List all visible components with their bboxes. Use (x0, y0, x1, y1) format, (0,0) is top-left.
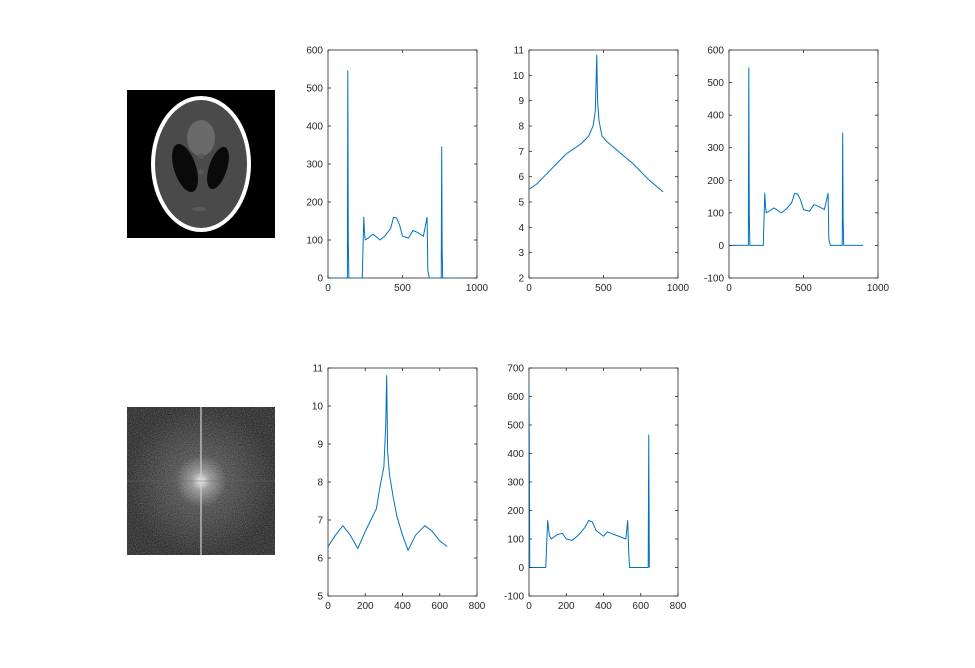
x-tick-label: 1000 (667, 283, 690, 294)
y-tick-label: 0 (317, 274, 323, 285)
y-tick-label: 300 (507, 478, 524, 489)
y-tick-label: 5 (518, 198, 524, 209)
plot-4: 0 200 400 600 800 5 6 7 8 9 10 11 (312, 364, 486, 613)
y-tick-label: 600 (507, 392, 524, 403)
y-tick-label: 100 (707, 208, 724, 219)
y-tick-label: 100 (306, 236, 323, 247)
y-tick-label: 400 (707, 111, 724, 122)
y-tick-label: 8 (317, 478, 323, 489)
y-tick-label: 600 (306, 46, 323, 57)
series-line (328, 70, 463, 278)
x-tick-label: 800 (469, 601, 486, 612)
y-tick-label: 4 (518, 223, 524, 234)
x-tick-label: 0 (325, 283, 331, 294)
y-tick-label: 10 (513, 71, 525, 82)
x-tick-label: 500 (595, 283, 612, 294)
y-tick-label: 7 (518, 147, 524, 158)
spectrum-image (127, 407, 275, 555)
axes-box (728, 49, 879, 279)
x-tick-label: 0 (526, 601, 532, 612)
x-tick-label: 0 (726, 283, 732, 294)
axes-box (327, 49, 478, 279)
plot-2: 0 500 1000 2 3 4 5 6 7 8 9 10 11 (513, 46, 690, 295)
x-tick-label: 500 (795, 283, 812, 294)
x-tick-label: 200 (558, 601, 575, 612)
x-tick-label: 200 (357, 601, 374, 612)
x-tick-label: 400 (595, 601, 612, 612)
y-tick-label: 10 (312, 402, 324, 413)
series-line (328, 375, 448, 551)
y-tick-label: 7 (317, 516, 323, 527)
y-tick-label: 11 (313, 364, 324, 375)
y-tick-label: 0 (718, 241, 724, 252)
y-tick-label: 8 (518, 122, 524, 133)
y-tick-label: 200 (707, 176, 724, 187)
y-tick-label: 6 (518, 172, 524, 183)
y-tick-label: 100 (507, 535, 524, 546)
y-tick-label: 500 (507, 421, 524, 432)
phantom-image (127, 90, 275, 238)
series-line (529, 385, 650, 568)
axes-box (327, 367, 478, 597)
x-tick-label: 1000 (867, 283, 890, 294)
y-tick-label: 6 (317, 554, 323, 565)
y-tick-label: 2 (518, 274, 524, 285)
x-tick-label: 600 (632, 601, 649, 612)
y-tick-label: 300 (306, 160, 323, 171)
x-tick-label: 500 (394, 283, 411, 294)
y-tick-label: 0 (518, 563, 524, 574)
y-tick-label: 400 (507, 449, 524, 460)
plot-1: 0 500 1000 0 100 200 300 400 500 600 (306, 46, 488, 295)
y-tick-label: 200 (306, 198, 323, 209)
series-line (529, 54, 664, 193)
y-tick-label: 200 (507, 506, 524, 517)
y-tick-label: 700 (507, 364, 524, 375)
y-tick-label: 3 (518, 248, 524, 259)
y-tick-label: 9 (317, 440, 323, 451)
x-tick-label: 800 (670, 601, 687, 612)
series-line (729, 67, 864, 246)
y-tick-label: 400 (306, 122, 323, 133)
x-tick-label: 0 (325, 601, 331, 612)
y-tick-label: -100 (704, 274, 724, 285)
y-tick-label: 600 (707, 46, 724, 57)
y-tick-label: 5 (317, 592, 323, 603)
y-tick-label: 500 (707, 78, 724, 89)
y-tick-label: 9 (518, 96, 524, 107)
x-tick-label: 1000 (466, 283, 489, 294)
y-tick-label: 500 (306, 84, 323, 95)
y-tick-label: -100 (504, 592, 524, 603)
y-tick-label: 11 (514, 46, 525, 57)
axes-box (528, 49, 679, 279)
x-tick-label: 0 (526, 283, 532, 294)
axes-box (528, 367, 679, 597)
x-tick-label: 400 (394, 601, 411, 612)
y-tick-label: 300 (707, 143, 724, 154)
x-tick-label: 600 (431, 601, 448, 612)
